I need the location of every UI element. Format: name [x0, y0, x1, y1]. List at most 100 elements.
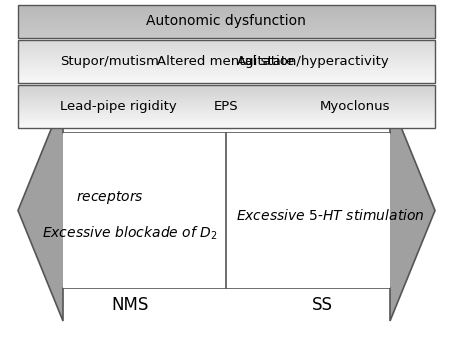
- Bar: [18, 127, 435, 128]
- Bar: [18, 5, 435, 6]
- Bar: [18, 94, 435, 95]
- Bar: [18, 26, 435, 27]
- Bar: [18, 28, 435, 29]
- Bar: [18, 86, 435, 87]
- Bar: [18, 97, 435, 98]
- Bar: [18, 63, 435, 64]
- Bar: [18, 120, 435, 121]
- Bar: [18, 50, 435, 51]
- Text: $\it{Excessive\ 5\text{-}HT\ stimulation}$: $\it{Excessive\ 5\text{-}HT\ stimulation…: [236, 208, 424, 224]
- Bar: [18, 111, 435, 112]
- Polygon shape: [63, 133, 390, 288]
- Bar: [18, 70, 435, 71]
- Bar: [18, 116, 435, 117]
- Bar: [18, 59, 435, 60]
- Text: Stupor/mutism: Stupor/mutism: [60, 55, 159, 68]
- Bar: [18, 119, 435, 120]
- Text: Lead-pipe rigidity: Lead-pipe rigidity: [60, 100, 177, 113]
- Bar: [18, 8, 435, 9]
- Bar: [18, 12, 435, 13]
- Text: EPS: EPS: [214, 100, 238, 113]
- Bar: [18, 93, 435, 94]
- Bar: [18, 76, 435, 77]
- Bar: [18, 124, 435, 125]
- Bar: [18, 96, 435, 97]
- Bar: [18, 79, 435, 81]
- Bar: [18, 14, 435, 15]
- Bar: [18, 11, 435, 12]
- Bar: [18, 24, 435, 25]
- Bar: [18, 34, 435, 35]
- Bar: [18, 73, 435, 74]
- Bar: [18, 92, 435, 93]
- Bar: [18, 46, 435, 47]
- Bar: [18, 61, 435, 62]
- Bar: [18, 102, 435, 103]
- Bar: [18, 69, 435, 70]
- Bar: [18, 54, 435, 56]
- Bar: [18, 66, 435, 67]
- Bar: [18, 9, 435, 10]
- Bar: [18, 77, 435, 78]
- Bar: [18, 125, 435, 126]
- Bar: [18, 15, 435, 16]
- Bar: [18, 33, 435, 34]
- Bar: [18, 30, 435, 31]
- Bar: [18, 7, 435, 8]
- Bar: [18, 22, 435, 23]
- Bar: [18, 81, 435, 82]
- Bar: [18, 110, 435, 111]
- Bar: [18, 45, 435, 46]
- Bar: [18, 31, 435, 32]
- Bar: [18, 56, 435, 57]
- Text: NMS: NMS: [111, 296, 149, 314]
- Bar: [18, 36, 435, 37]
- Text: Myoclonus: Myoclonus: [319, 100, 390, 113]
- Bar: [18, 71, 435, 72]
- Bar: [18, 82, 435, 83]
- Bar: [18, 32, 435, 33]
- Text: Agitation/hyperactivity: Agitation/hyperactivity: [237, 55, 390, 68]
- Bar: [18, 74, 435, 75]
- Bar: [18, 101, 435, 102]
- Bar: [18, 58, 435, 59]
- Bar: [18, 121, 435, 122]
- Bar: [18, 37, 435, 38]
- Bar: [18, 35, 435, 36]
- Bar: [18, 25, 435, 26]
- Bar: [18, 60, 435, 61]
- Bar: [18, 48, 435, 49]
- Bar: [18, 6, 435, 7]
- Text: Altered mental state: Altered mental state: [157, 55, 295, 68]
- Bar: [18, 21, 435, 22]
- Bar: [18, 75, 435, 76]
- Bar: [18, 98, 435, 99]
- Text: Autonomic dysfunction: Autonomic dysfunction: [146, 15, 306, 29]
- Text: $\it{receptors}$: $\it{receptors}$: [76, 189, 144, 207]
- Bar: [18, 19, 435, 20]
- Bar: [18, 57, 435, 58]
- Bar: [18, 41, 435, 42]
- Bar: [18, 64, 435, 65]
- Bar: [18, 115, 435, 116]
- Bar: [18, 108, 435, 109]
- Bar: [18, 90, 435, 91]
- Bar: [18, 42, 435, 44]
- Bar: [18, 109, 435, 110]
- Bar: [18, 53, 435, 54]
- FancyBboxPatch shape: [63, 133, 390, 288]
- Bar: [18, 65, 435, 66]
- Bar: [18, 52, 435, 53]
- Bar: [18, 49, 435, 50]
- Bar: [18, 114, 435, 115]
- Bar: [18, 27, 435, 28]
- Bar: [18, 104, 435, 105]
- Bar: [18, 40, 435, 41]
- Bar: [18, 17, 435, 18]
- Bar: [18, 23, 435, 24]
- Bar: [18, 91, 435, 92]
- Bar: [18, 123, 435, 124]
- Bar: [18, 20, 435, 21]
- Bar: [18, 72, 435, 73]
- Text: SS: SS: [312, 296, 333, 314]
